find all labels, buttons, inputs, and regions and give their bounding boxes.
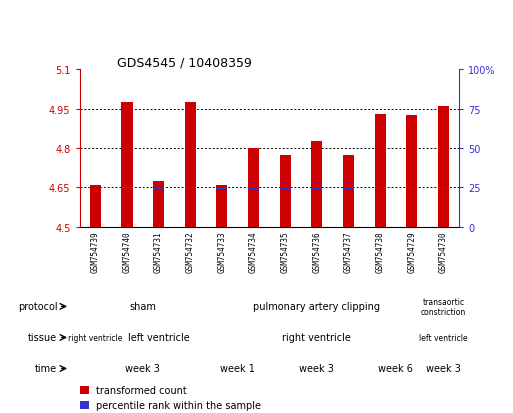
Bar <box>406 187 417 189</box>
Text: pulmonary artery clipping: pulmonary artery clipping <box>253 301 380 312</box>
Bar <box>216 188 227 190</box>
Text: GSM754730: GSM754730 <box>439 230 448 272</box>
Bar <box>248 149 259 227</box>
Text: GSM754735: GSM754735 <box>281 230 290 272</box>
Bar <box>90 185 101 227</box>
Text: GDS4545 / 10408359: GDS4545 / 10408359 <box>117 56 252 69</box>
Bar <box>90 191 101 192</box>
Bar <box>343 155 354 227</box>
Text: left ventricle: left ventricle <box>128 332 189 343</box>
Bar <box>374 115 386 227</box>
Text: GSM754729: GSM754729 <box>407 230 416 272</box>
Text: right ventricle: right ventricle <box>68 333 123 342</box>
Text: week 3: week 3 <box>426 363 461 374</box>
Bar <box>406 116 417 227</box>
Bar <box>185 187 196 189</box>
Text: protocol: protocol <box>17 301 57 312</box>
Bar <box>122 103 132 227</box>
Bar <box>153 181 164 227</box>
Bar <box>311 142 322 227</box>
Text: tissue: tissue <box>28 332 57 343</box>
Bar <box>438 187 449 189</box>
Text: GSM754736: GSM754736 <box>312 230 321 272</box>
Text: time: time <box>35 363 57 374</box>
Text: GSM754737: GSM754737 <box>344 230 353 272</box>
Bar <box>248 188 259 190</box>
Bar <box>153 188 164 190</box>
Text: GSM754739: GSM754739 <box>91 230 100 272</box>
Bar <box>80 386 89 394</box>
Text: week 3: week 3 <box>125 363 160 374</box>
Text: GSM754731: GSM754731 <box>154 230 163 272</box>
Text: sham: sham <box>129 301 156 312</box>
Bar <box>311 188 322 190</box>
Bar <box>343 188 354 190</box>
Bar <box>185 103 196 227</box>
Text: GSM754733: GSM754733 <box>218 230 226 272</box>
Bar <box>438 107 449 227</box>
Bar <box>374 187 386 189</box>
Bar <box>122 187 132 189</box>
Text: GSM754738: GSM754738 <box>376 230 385 272</box>
Bar <box>216 185 227 227</box>
Text: left ventricle: left ventricle <box>419 333 468 342</box>
Text: week 6: week 6 <box>379 363 413 374</box>
Text: GSM754740: GSM754740 <box>123 230 131 272</box>
Text: week 1: week 1 <box>220 363 255 374</box>
Text: GSM754734: GSM754734 <box>249 230 258 272</box>
Bar <box>280 155 291 227</box>
Text: right ventricle: right ventricle <box>282 332 351 343</box>
Text: transformed count: transformed count <box>96 385 187 395</box>
Text: GSM754732: GSM754732 <box>186 230 195 272</box>
Text: week 3: week 3 <box>300 363 334 374</box>
Text: transaortic
constriction: transaortic constriction <box>421 297 466 316</box>
Text: percentile rank within the sample: percentile rank within the sample <box>96 400 262 410</box>
Bar <box>280 188 291 190</box>
Bar <box>80 401 89 409</box>
